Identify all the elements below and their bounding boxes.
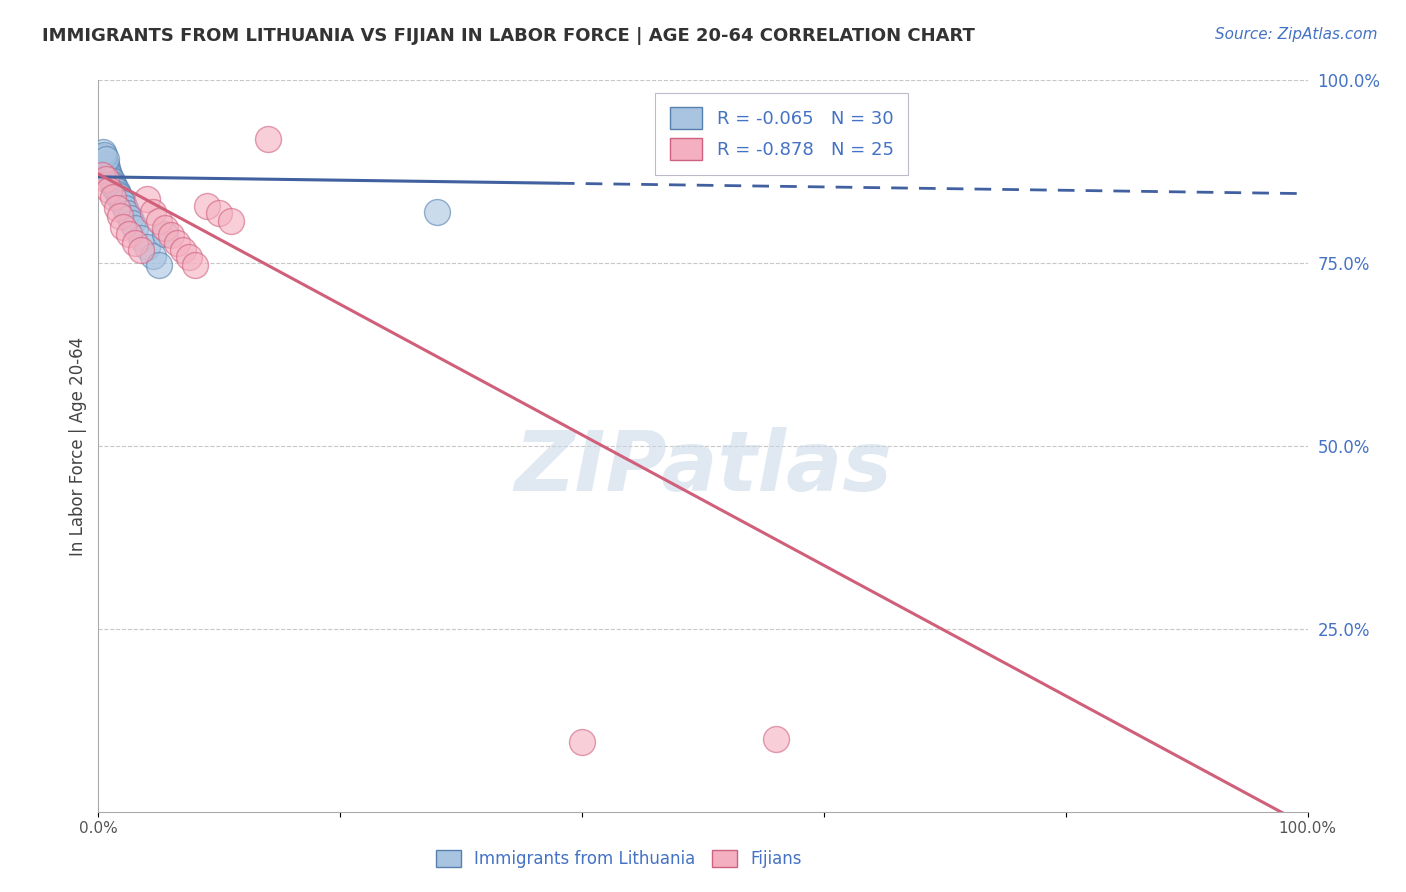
- Point: [94, 157, 117, 171]
- Point: [100, 174, 122, 188]
- Point: [110, 194, 132, 208]
- Point: [103, 179, 125, 194]
- Point: [114, 202, 136, 216]
- Point: [91, 145, 114, 159]
- Point: [105, 185, 128, 199]
- Point: [118, 211, 141, 225]
- Point: [108, 192, 131, 206]
- Point: [153, 221, 176, 235]
- Point: [97, 164, 120, 178]
- Point: [153, 227, 176, 241]
- Point: [117, 206, 139, 220]
- Point: [148, 213, 170, 227]
- Point: [184, 258, 207, 272]
- Point: [426, 205, 449, 219]
- Point: [129, 230, 152, 244]
- Point: [94, 172, 117, 186]
- Point: [101, 177, 124, 191]
- Legend: R = -0.065   N = 30, R = -0.878   N = 25: R = -0.065 N = 30, R = -0.878 N = 25: [655, 93, 908, 175]
- Point: [208, 206, 231, 220]
- Point: [142, 205, 165, 219]
- Point: [172, 243, 194, 257]
- Point: [121, 216, 143, 230]
- Point: [101, 190, 124, 204]
- Point: [108, 209, 131, 223]
- Point: [98, 183, 121, 197]
- Point: [179, 250, 201, 264]
- Point: [221, 213, 243, 227]
- Point: [91, 169, 114, 183]
- Point: [94, 153, 117, 167]
- Point: [135, 240, 157, 254]
- Point: [118, 227, 141, 241]
- Point: [166, 235, 188, 250]
- Text: Source: ZipAtlas.com: Source: ZipAtlas.com: [1215, 27, 1378, 42]
- Point: [96, 161, 118, 175]
- Point: [107, 186, 129, 201]
- Point: [111, 219, 134, 234]
- Point: [100, 172, 122, 186]
- Point: [256, 132, 278, 146]
- Point: [571, 735, 593, 749]
- Point: [129, 243, 152, 257]
- Point: [93, 148, 115, 162]
- Point: [195, 199, 218, 213]
- Point: [765, 731, 787, 746]
- Point: [111, 196, 134, 211]
- Point: [108, 189, 131, 203]
- Point: [124, 221, 146, 235]
- Point: [135, 192, 157, 206]
- Point: [91, 150, 114, 164]
- Text: ZIPatlas: ZIPatlas: [515, 427, 891, 508]
- Point: [142, 249, 165, 263]
- Point: [98, 169, 121, 183]
- Text: IMMIGRANTS FROM LITHUANIA VS FIJIAN IN LABOR FORCE | AGE 20-64 CORRELATION CHART: IMMIGRANTS FROM LITHUANIA VS FIJIAN IN L…: [42, 27, 974, 45]
- Y-axis label: In Labor Force | Age 20-64: In Labor Force | Age 20-64: [69, 336, 87, 556]
- Point: [124, 235, 146, 250]
- Point: [104, 181, 127, 195]
- Point: [148, 258, 170, 272]
- Point: [160, 228, 183, 243]
- Point: [105, 202, 128, 216]
- Legend: Immigrants from Lithuania, Fijians: Immigrants from Lithuania, Fijians: [429, 843, 808, 875]
